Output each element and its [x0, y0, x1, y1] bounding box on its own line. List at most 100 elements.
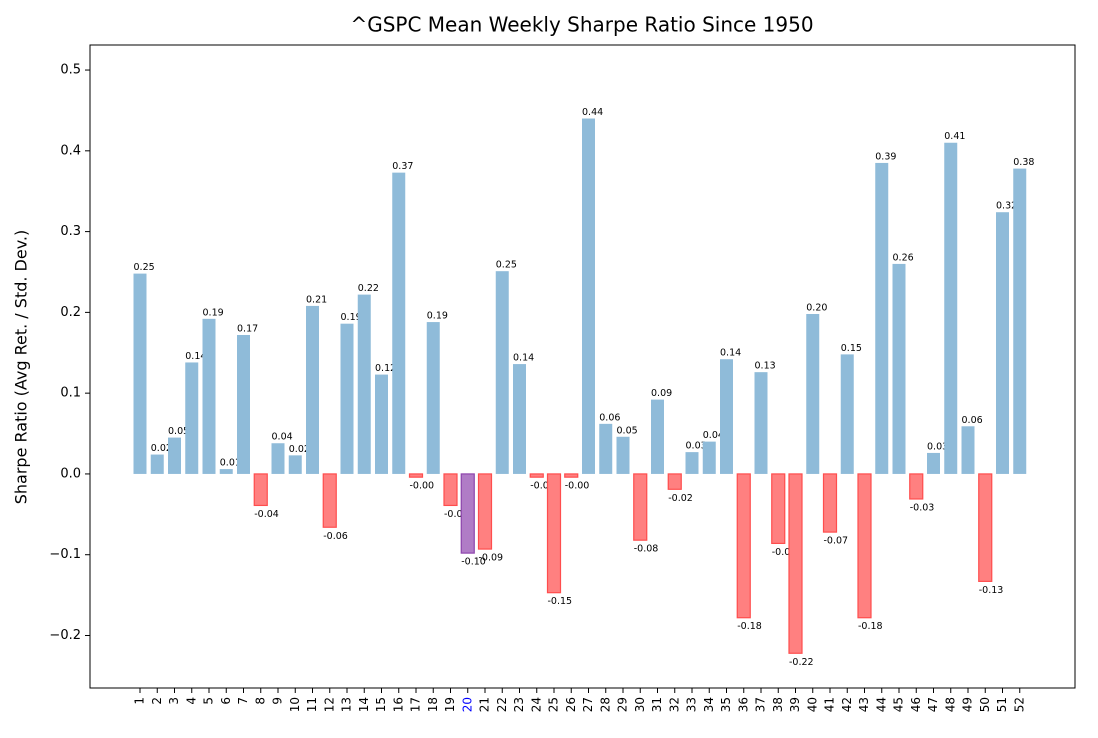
data-label: 0.20	[806, 302, 827, 313]
bar	[529, 473, 544, 478]
data-label: 0.15	[841, 343, 862, 354]
bar	[513, 364, 526, 474]
bar	[857, 473, 872, 619]
x-tick-label: 18	[426, 697, 440, 712]
x-tick-label: 10	[288, 697, 302, 712]
data-label: 0.25	[134, 262, 155, 273]
bar	[771, 473, 786, 545]
bar	[168, 437, 181, 474]
bar	[202, 318, 216, 474]
x-tick-label: 15	[374, 697, 388, 712]
data-label: 0.44	[582, 107, 603, 118]
x-tick-label: 3	[167, 697, 181, 705]
data-label: 0.12	[375, 363, 396, 374]
data-label: -0.09	[479, 553, 504, 564]
bar	[375, 374, 388, 474]
x-tick-label: 11	[305, 697, 319, 712]
chart-title: ^GSPC Mean Weekly Sharpe Ratio Since 195…	[350, 13, 813, 37]
x-tick-label: 25	[547, 697, 561, 712]
data-label: -0.07	[824, 536, 849, 547]
y-tick-label: −0.1	[49, 547, 81, 562]
bar	[392, 172, 406, 474]
y-tick-label: 0.3	[60, 224, 81, 239]
x-tick-label: 43	[857, 697, 871, 712]
data-label: 0.06	[962, 415, 983, 426]
bar	[840, 354, 854, 474]
bar	[754, 372, 768, 474]
data-label: -0.02	[668, 493, 693, 504]
x-tick-label: 14	[357, 697, 371, 712]
bar	[927, 452, 940, 474]
bar	[495, 271, 509, 474]
x-tick-label: 35	[719, 697, 733, 712]
data-label: 0.03	[686, 441, 707, 452]
data-label: -0.22	[789, 657, 814, 668]
x-tick-label: 19	[443, 697, 457, 712]
bar	[961, 426, 975, 474]
data-label: 0.02	[151, 443, 172, 454]
x-tick-label: 2	[150, 697, 164, 705]
data-label: 0.37	[392, 161, 413, 172]
x-tick-label: 45	[892, 697, 906, 712]
bar	[720, 359, 733, 474]
bar	[978, 473, 993, 582]
x-tick-label: 17	[409, 697, 423, 712]
data-label: 0.03	[927, 441, 948, 452]
x-tick-label: 36	[736, 697, 750, 712]
bar	[702, 441, 716, 474]
x-tick-label: 26	[564, 697, 578, 712]
y-axis-label: Sharpe Ratio (Avg Ret. / Std. Dev.)	[12, 230, 31, 505]
x-tick-label: 12	[322, 697, 336, 712]
plot-frame	[89, 44, 1076, 689]
bar	[599, 423, 613, 474]
data-label: -0.08	[634, 544, 659, 555]
data-label: -0.09	[772, 547, 797, 558]
data-label: 0.21	[306, 294, 327, 305]
y-tick-label: 0.0	[60, 466, 81, 481]
x-tick-label: 38	[771, 697, 785, 712]
x-tick-label: 13	[340, 697, 354, 712]
x-tick-label: 39	[788, 697, 802, 712]
bar	[892, 263, 906, 474]
data-label: -0.00	[565, 481, 590, 492]
x-tick-label: 52	[1012, 697, 1026, 712]
bar	[357, 294, 371, 474]
data-label: 0.39	[875, 151, 896, 162]
data-label: 0.14	[185, 351, 206, 362]
x-tick-label: 9	[271, 697, 285, 705]
data-label: -0.00	[530, 481, 555, 492]
x-tick-label: 8	[253, 697, 267, 705]
x-tick-label: 50	[978, 697, 992, 712]
bar	[185, 362, 199, 474]
data-label: 0.02	[289, 444, 310, 455]
data-label: 0.19	[341, 312, 362, 323]
x-tick-label: 23	[512, 697, 526, 712]
data-label: 0.14	[720, 348, 741, 359]
data-label: 0.19	[427, 311, 448, 322]
data-label: 0.04	[272, 432, 293, 443]
bar	[237, 334, 250, 474]
x-tick-label: 20	[460, 697, 474, 712]
x-tick-label: 44	[874, 697, 888, 712]
bar	[667, 473, 682, 490]
x-tick-label: 22	[495, 697, 509, 712]
bar	[875, 162, 889, 474]
x-tick-label: 16	[391, 697, 405, 712]
bar	[822, 473, 838, 533]
bar	[408, 473, 424, 478]
bar	[564, 473, 579, 478]
data-label: 0.19	[203, 307, 224, 318]
data-label: -0.04	[444, 509, 469, 520]
bar	[582, 118, 595, 474]
x-tick-label: 28	[598, 697, 612, 712]
bar	[443, 473, 458, 507]
x-tick-label: 7	[236, 697, 250, 705]
x-tick-label: 24	[529, 697, 543, 712]
x-tick-label: 29	[616, 697, 630, 712]
x-tick-label: 48	[943, 697, 957, 712]
data-label: 0.05	[168, 426, 189, 437]
bar	[271, 443, 285, 474]
bar	[426, 322, 440, 474]
